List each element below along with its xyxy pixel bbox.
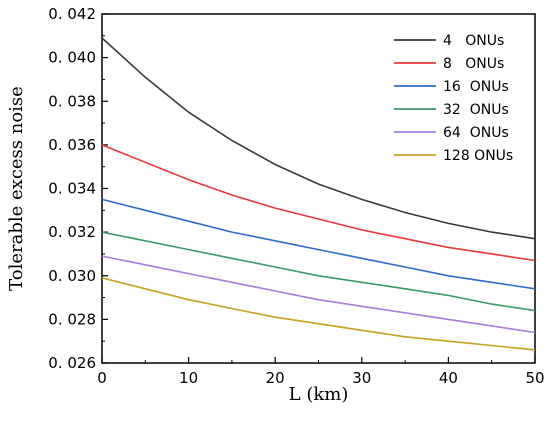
legend: 4 ONUs 8 ONUs 16 ONUs 32 ONUs 64 ONUs 128 ONU…	[394, 33, 513, 164]
series-line	[101, 255, 536, 334]
x-tick-label: 50	[525, 369, 544, 387]
series-line	[101, 231, 536, 312]
y-tick-label: 0. 038	[48, 92, 96, 110]
x-axis-title: L (km)	[289, 384, 349, 405]
y-axis-title: Tolerable excess noise	[6, 86, 27, 291]
y-tick-label: 0. 036	[48, 136, 96, 154]
series-lines	[101, 37, 536, 351]
x-tick-label: 10	[179, 369, 198, 387]
y-tick-label: 0. 034	[48, 180, 96, 198]
y-tick-label: 0. 026	[48, 354, 96, 372]
x-tick-label: 20	[266, 369, 285, 387]
legend-label: 128 ONUs	[443, 148, 513, 164]
y-tick-label: 0. 028	[48, 310, 96, 328]
x-tick-label: 30	[352, 369, 371, 387]
series-line	[101, 37, 536, 240]
legend-label: 4 ONUs	[443, 33, 504, 49]
axis-ticks: 0 10 20 30 40 50 0. 026 0. 028 0. 030 0. 032 0. 03…	[48, 5, 544, 387]
legend-label: 32 ONUs	[443, 102, 509, 118]
y-tick-label: 0. 032	[48, 223, 96, 241]
y-tick-label: 0. 040	[48, 49, 96, 67]
y-tick-label: 0. 030	[48, 267, 96, 285]
y-tick-label: 0. 042	[48, 5, 96, 23]
series-line	[101, 144, 536, 262]
x-tick-label: 0	[97, 369, 107, 387]
legend-label: 8 ONUs	[443, 56, 504, 72]
legend-label: 16 ONUs	[443, 79, 509, 95]
series-line	[101, 277, 536, 351]
legend-label: 64 ONUs	[443, 125, 509, 141]
x-tick-label: 40	[439, 369, 458, 387]
series-line	[101, 198, 536, 290]
